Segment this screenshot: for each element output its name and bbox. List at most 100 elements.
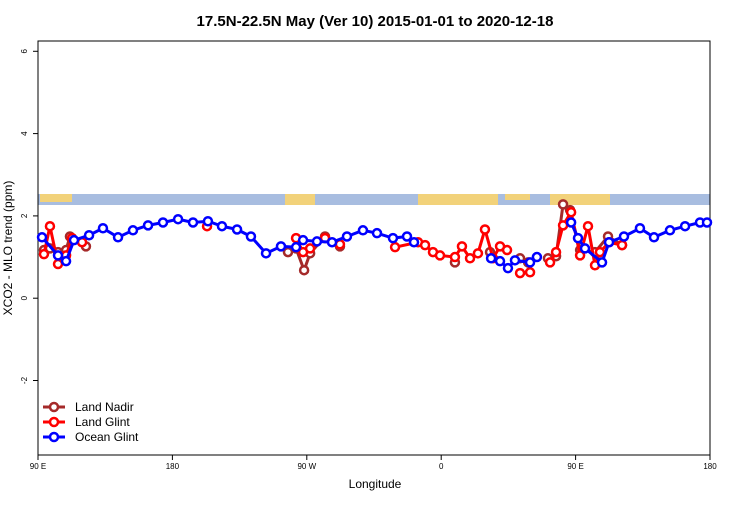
data-point (401, 231, 413, 242)
data-point (357, 225, 369, 236)
data-point (574, 250, 586, 261)
data-point (634, 222, 646, 234)
data-point (648, 232, 660, 243)
data-point (582, 220, 594, 232)
land-patch (285, 194, 315, 205)
data-point (290, 241, 302, 253)
data-point (664, 225, 676, 236)
data-point (579, 243, 591, 254)
data-point (501, 244, 513, 256)
chart-title: 17.5N-22.5N May (Ver 10) 2015-01-01 to 2… (197, 13, 554, 30)
data-point (565, 206, 577, 218)
data-point (524, 267, 536, 278)
legend-label: Ocean Glint (75, 430, 139, 444)
data-point (434, 250, 446, 261)
data-point (38, 248, 50, 260)
ocean-strip (38, 194, 710, 205)
y-tick-label: 4 (20, 131, 29, 136)
data-point (456, 241, 468, 252)
data-point (679, 220, 691, 232)
x-tick-label: 90 E (567, 462, 583, 471)
data-point (311, 236, 323, 247)
plot-frame (37, 40, 711, 456)
data-point (472, 248, 484, 259)
data-point (260, 248, 272, 259)
data-point (157, 217, 169, 228)
x-axis-label: Longitude (349, 477, 402, 491)
data-point (142, 220, 154, 231)
legend-marker (48, 401, 60, 413)
data-point (701, 217, 713, 228)
data-point (389, 241, 401, 253)
data-point (202, 216, 214, 227)
data-point (524, 257, 536, 268)
data-point (275, 241, 287, 252)
data-point (83, 229, 95, 241)
data-point (449, 251, 461, 263)
data-point (36, 232, 48, 243)
data-point (297, 234, 309, 246)
data-point (485, 253, 497, 264)
legend-marker (48, 431, 60, 443)
data-point (544, 257, 556, 268)
x-tick-label: 90 W (297, 462, 316, 471)
land-patch (40, 194, 72, 202)
data-point (565, 217, 577, 228)
data-point (44, 220, 56, 232)
data-point (97, 222, 109, 234)
data-point (172, 213, 184, 225)
x-tick-label: 180 (166, 462, 180, 471)
data-point (514, 267, 526, 279)
data-point (494, 255, 506, 267)
data-point (127, 225, 139, 236)
data-point (52, 250, 64, 261)
y-tick-label: -2 (20, 376, 29, 384)
data-point (216, 220, 228, 232)
data-point (419, 239, 431, 251)
data-point (231, 224, 243, 235)
land-patch (505, 194, 530, 200)
data-point (464, 253, 476, 264)
data-point (603, 236, 615, 248)
data-point (502, 262, 514, 274)
data-point (557, 199, 569, 210)
data-point (618, 231, 630, 242)
data-point (509, 255, 521, 266)
data-point (371, 227, 383, 239)
data-point (341, 231, 353, 242)
map-strip (38, 194, 710, 205)
data-point (60, 255, 72, 267)
y-axis-label: XCO2 - MLO trend (ppm) (1, 181, 15, 316)
x-tick-label: 180 (703, 462, 717, 471)
x-tick-label: 90 E (30, 462, 46, 471)
y-tick-label: 0 (20, 295, 29, 300)
data-point (187, 217, 199, 228)
data-point (304, 243, 316, 254)
data-point (550, 246, 562, 258)
land-patch (418, 194, 498, 205)
data-point (596, 257, 608, 268)
data-point (408, 236, 420, 248)
data-point (245, 231, 257, 242)
y-tick-label: 6 (20, 49, 29, 54)
legend-marker (48, 416, 60, 428)
y-tick-label: 2 (20, 213, 29, 218)
data-point (572, 232, 584, 244)
data-point (52, 258, 64, 270)
legend-label: Land Nadir (75, 400, 134, 414)
plot-area (36, 199, 713, 279)
x-tick-label: 0 (439, 462, 444, 471)
data-point (531, 251, 543, 263)
data-point (326, 236, 338, 248)
data-point (616, 239, 628, 251)
legend-label: Land Glint (75, 415, 130, 429)
data-point (557, 220, 569, 231)
data-point (298, 264, 310, 276)
data-point (112, 232, 124, 243)
data-point (68, 234, 80, 246)
data-point (387, 232, 399, 244)
data-point (594, 246, 606, 258)
